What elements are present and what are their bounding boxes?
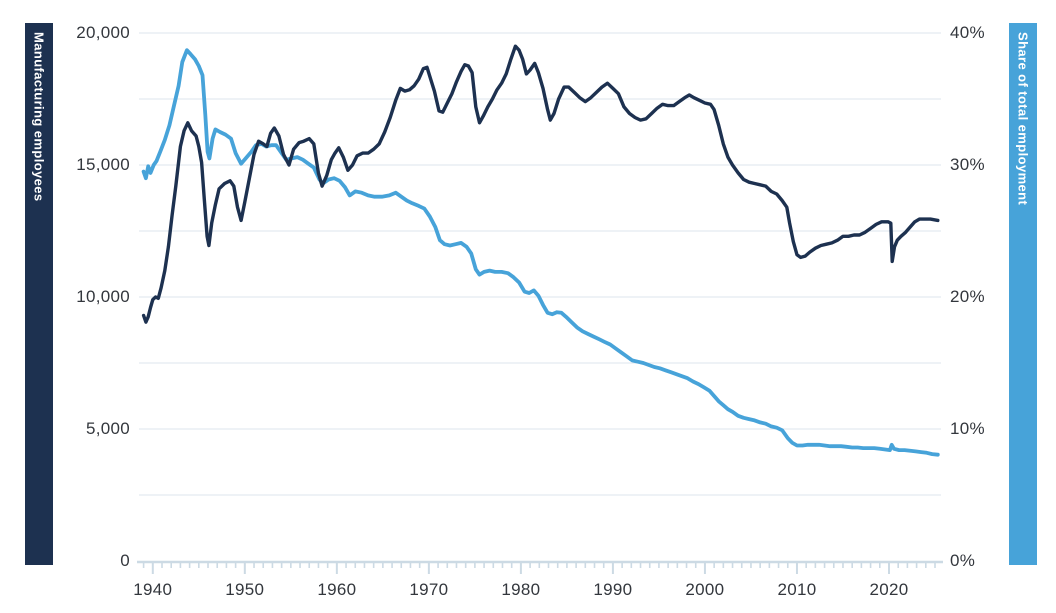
y-tick-label-right: 30% [950, 155, 985, 174]
y-tick-label-right: 0% [950, 551, 976, 570]
x-tick-label: 1980 [501, 580, 541, 599]
x-tick-label: 1940 [133, 580, 173, 599]
right-axis-title-bar: Share of total employment [1009, 23, 1037, 565]
x-tick-label: 1960 [317, 580, 357, 599]
left-axis-title-bar: Manufacturing employees [25, 23, 53, 565]
x-tick-label: 1990 [593, 580, 633, 599]
y-tick-label-right: 20% [950, 287, 985, 306]
series-line-share-of-total-employment [141, 48, 940, 457]
y-tick-label-right: 40% [950, 23, 985, 42]
x-tick-label: 1950 [225, 580, 265, 599]
left-axis-title: Manufacturing employees [31, 32, 47, 202]
x-tick-label: 2020 [869, 580, 909, 599]
y-tick-label-left: 0 [120, 551, 130, 570]
y-tick-label-left: 10,000 [76, 287, 130, 306]
y-tick-label-left: 20,000 [76, 23, 130, 42]
y-tick-label-left: 5,000 [85, 419, 130, 438]
y-tick-label-left: 15,000 [76, 155, 130, 174]
x-tick-label: 2000 [685, 580, 725, 599]
right-axis-title: Share of total employment [1015, 32, 1031, 206]
x-tick-label: 1970 [409, 580, 449, 599]
y-tick-label-right: 10% [950, 419, 985, 438]
series-line-manufacturing-employees [141, 44, 940, 324]
x-tick-label: 2010 [777, 580, 817, 599]
